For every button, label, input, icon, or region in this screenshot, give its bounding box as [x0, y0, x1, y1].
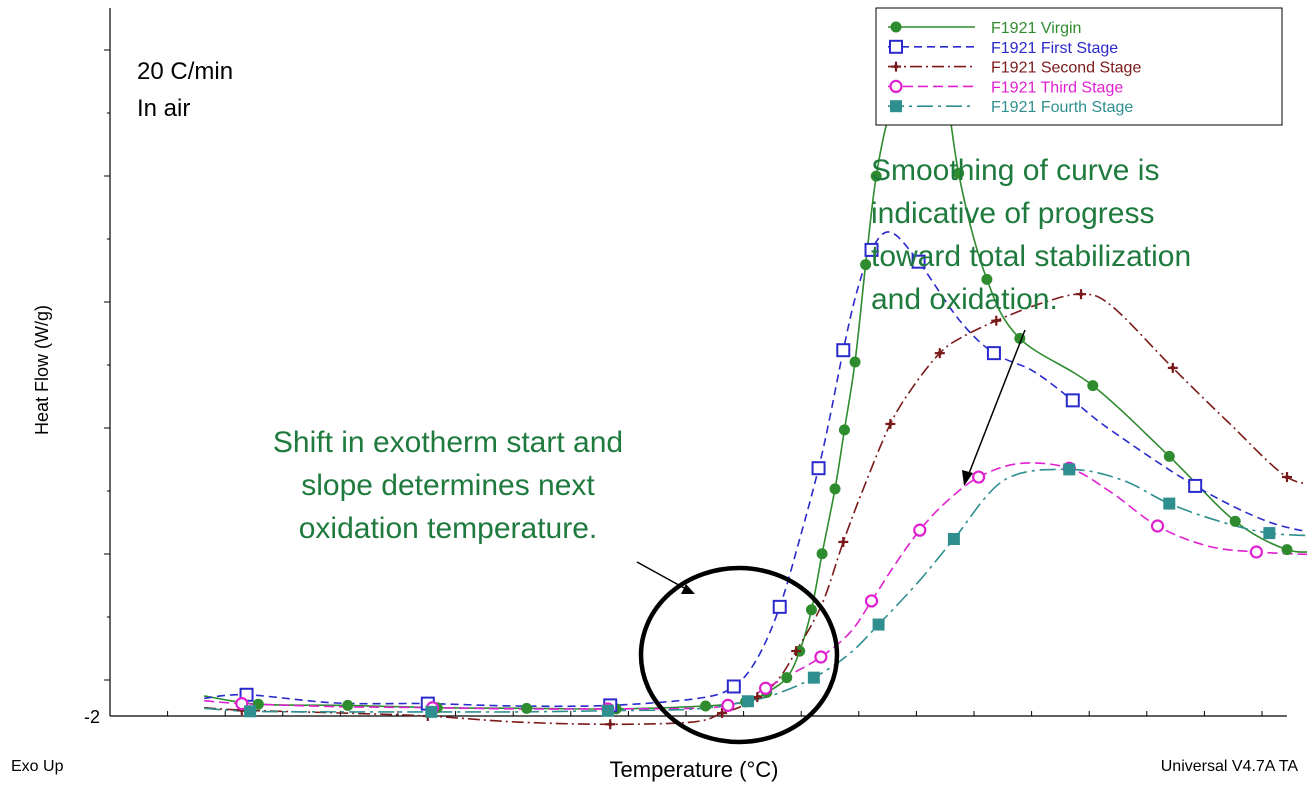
annotation-smoothing: Smoothing of curve is indicative of prog… [871, 154, 1191, 486]
annotation-shift-line: slope determines next [301, 469, 595, 502]
data-point-f1921-first-stage [911, 254, 926, 269]
plot-frame [109, 8, 1287, 717]
arrowhead-icon [681, 584, 695, 594]
annotation-smoothing-line: Smoothing of curve is [871, 154, 1159, 187]
data-point-f1921-virgin [829, 483, 841, 495]
data-point-f1921-first-stage [836, 343, 851, 358]
data-point-f1921-third-stage [864, 594, 879, 608]
legend-marker-f1921-second-stage [891, 61, 901, 72]
y-axis-label: Heat Flow (W/g) [32, 305, 52, 435]
data-point-f1921-fourth-stage [1063, 463, 1076, 476]
legend-label-f1921-second-stage: F1921 Second Stage [991, 60, 1141, 77]
data-point-f1921-virgin [849, 356, 861, 368]
data-point-f1921-second-stage [838, 536, 849, 547]
data-point-f1921-virgin [805, 604, 817, 616]
data-point-f1921-fourth-stage [1263, 527, 1276, 540]
data-point-f1921-virgin [521, 702, 533, 714]
data-point-f1921-fourth-stage [872, 618, 885, 631]
data-point-f1921-virgin [342, 699, 354, 711]
footer-right-label: Universal V4.7A TA [1161, 758, 1299, 775]
data-point-f1921-third-stage [1150, 519, 1165, 533]
marker-layer [235, 14, 1293, 730]
data-point-f1921-second-stage [934, 348, 945, 359]
data-point-f1921-second-stage [885, 418, 896, 429]
annotation-shift-line: oxidation temperature. [299, 512, 598, 545]
data-point-f1921-second-stage [991, 315, 1002, 326]
legend-marker-f1921-third-stage [889, 79, 903, 94]
data-point-f1921-virgin [1163, 450, 1175, 462]
condition-rate: 20 C/min [137, 58, 233, 85]
data-point-f1921-first-stage [986, 346, 1001, 361]
x-axis-label: Temperature (°C) [610, 757, 779, 782]
data-point-f1921-first-stage [1188, 478, 1203, 493]
data-point-f1921-first-stage [772, 599, 787, 614]
annotation-smoothing-arrow [967, 329, 1026, 477]
data-point-f1921-fourth-stage [807, 671, 820, 684]
data-point-f1921-fourth-stage [244, 705, 257, 718]
data-point-f1921-third-stage [721, 698, 735, 712]
data-point-f1921-first-stage [726, 679, 741, 694]
legend-label-f1921-third-stage: F1921 Third Stage [991, 79, 1123, 96]
legend-marker-f1921-first-stage [889, 39, 903, 54]
legend-label-f1921-virgin: F1921 Virgin [991, 20, 1081, 37]
data-point-f1921-fourth-stage [947, 533, 960, 545]
data-point-f1921-virgin [838, 424, 850, 436]
annotation-smoothing-line: indicative of progress [871, 197, 1154, 230]
data-point-f1921-fourth-stage [741, 695, 754, 708]
data-point-f1921-first-stage [864, 242, 879, 257]
legend-label-f1921-first-stage: F1921 First Stage [991, 40, 1118, 57]
data-point-f1921-second-stage [1167, 362, 1178, 373]
data-point-f1921-fourth-stage [601, 704, 614, 717]
data-point-f1921-virgin [1087, 380, 1099, 392]
data-point-f1921-virgin [870, 170, 882, 182]
data-point-f1921-virgin [1229, 515, 1241, 527]
data-point-f1921-virgin [816, 548, 828, 560]
data-point-f1921-third-stage [972, 470, 986, 484]
data-point-f1921-fourth-stage [425, 705, 438, 718]
annotation-shift-line: Shift in exotherm start and [273, 426, 623, 459]
legend-marker-f1921-fourth-stage [890, 100, 902, 113]
data-point-f1921-third-stage [913, 523, 927, 537]
data-point-f1921-virgin [1281, 544, 1293, 556]
data-point-f1921-second-stage [1076, 289, 1087, 300]
annotation-smoothing-line: and oxidation. [871, 283, 1058, 316]
data-point-f1921-second-stage [605, 719, 616, 730]
data-point-f1921-first-stage [1065, 393, 1080, 408]
data-point-f1921-third-stage [1249, 545, 1263, 559]
data-point-f1921-second-stage [791, 646, 802, 657]
series-line-f1921-fourth-stage [204, 468, 1307, 713]
arrowhead-icon [962, 470, 973, 486]
data-point-f1921-virgin [981, 273, 993, 285]
data-point-f1921-virgin [781, 672, 793, 684]
annotation-shift: Shift in exotherm start and slope determ… [273, 426, 695, 594]
legend: F1921 Virgin F1921 First Stage F1921 Secon… [875, 7, 1283, 126]
series-line-f1921-second-stage [204, 293, 1307, 726]
data-point-f1921-second-stage [717, 708, 728, 719]
data-point-f1921-second-stage [1282, 472, 1292, 483]
legend-label-f1921-fourth-stage: F1921 Fourth Stage [991, 99, 1133, 116]
data-point-f1921-third-stage [814, 650, 828, 664]
data-point-f1921-first-stage [811, 461, 826, 476]
legend-marker-f1921-virgin [890, 21, 902, 33]
condition-atmosphere: In air [137, 95, 190, 122]
data-point-f1921-third-stage [758, 681, 773, 695]
y-tick-label: -2 [84, 707, 100, 727]
data-point-f1921-virgin [860, 259, 872, 271]
data-point-f1921-fourth-stage [1163, 497, 1176, 510]
highlight-circle [638, 565, 840, 745]
annotation-smoothing-line: toward total stabilization [871, 240, 1191, 273]
footer-left-label: Exo Up [11, 758, 64, 775]
data-point-f1921-second-stage [752, 692, 763, 703]
axis-ticks [104, 49, 1263, 716]
data-point-f1921-virgin [700, 700, 712, 712]
data-point-f1921-virgin [953, 167, 965, 179]
